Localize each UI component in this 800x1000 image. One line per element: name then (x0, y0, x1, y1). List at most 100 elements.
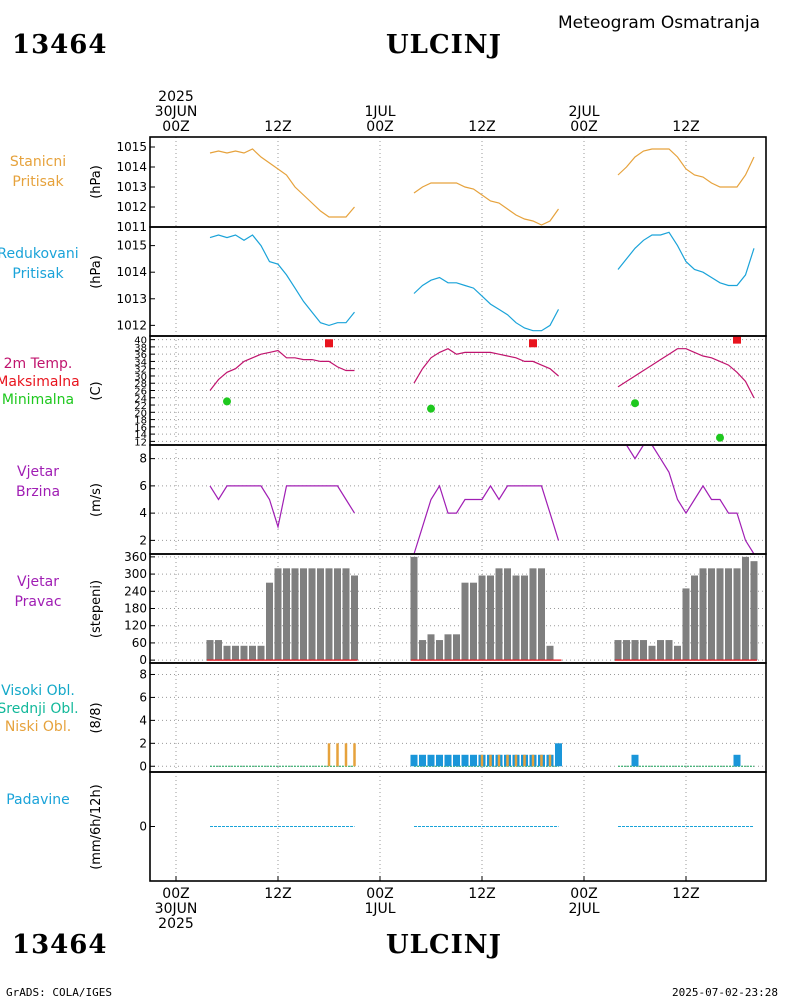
panel-label: Minimalna (2, 392, 74, 408)
wind-direction-bar (750, 561, 758, 661)
high-cloud-bar (555, 743, 562, 767)
y-axis-unit: (mm/6h/12h) (89, 784, 104, 870)
panel-clouds (149, 662, 767, 773)
wind-direction-bar (291, 568, 299, 661)
y-tick-label: 0 (139, 820, 147, 834)
panel-label: Vjetar (17, 574, 59, 590)
low-cloud-bar (514, 754, 518, 767)
wind-direction-bar (478, 575, 486, 661)
y-tick-label: 1014 (116, 265, 147, 279)
series-line-station_pressure (413, 182, 559, 226)
wind-direction-bar (249, 645, 256, 661)
high-cloud-bar (453, 754, 460, 767)
wind-direction-bar (223, 645, 231, 661)
panel-label: Redukovani (0, 246, 79, 262)
wind-direction-bar (215, 640, 222, 661)
panel-temperature (149, 335, 767, 446)
station-name-bottom: ULCINJ (386, 930, 502, 960)
wind-direction-bar (631, 640, 639, 661)
panel-frame (149, 136, 767, 228)
top-time-label: 2JUL (568, 104, 599, 120)
wind-direction-bar (512, 575, 520, 661)
panel-label: Niski Obl. (5, 719, 71, 735)
top-time-label: 1JUL (364, 104, 395, 120)
low-cloud-bar (540, 754, 543, 767)
y-tick-label: 32 (134, 365, 147, 376)
y-axis-unit: (m/s) (89, 483, 104, 517)
high-cloud-bar (631, 754, 639, 767)
y-tick-label: 0 (139, 653, 147, 667)
low-cloud-bar (327, 743, 331, 767)
top-time-label: 00Z (162, 119, 189, 135)
bottom-time-label: 12Z (468, 886, 495, 902)
panel-label: Pravac (14, 594, 61, 610)
wind-direction-bar (317, 568, 324, 661)
panel-label: Maksimalna (0, 374, 80, 390)
station-id-top: 13464 (12, 30, 108, 60)
y-tick-label: 30 (134, 372, 147, 383)
wind-direction-bar (351, 575, 358, 661)
wind-direction-bar (266, 582, 273, 661)
bottom-time-label: 1JUL (364, 901, 395, 917)
panel-label: 2m Temp. (4, 356, 73, 372)
wind-direction-bar (427, 634, 435, 661)
render-timestamp: 2025-07-02-23:28 (672, 986, 778, 999)
high-cloud-bar (427, 754, 435, 767)
y-tick-label: 18 (134, 416, 147, 427)
top-time-label: 12Z (672, 119, 699, 135)
series-line-station_pressure (617, 148, 755, 188)
wind-direction-bar (419, 640, 426, 661)
wind-direction-bar (674, 645, 681, 661)
wind-direction-bar (300, 568, 307, 661)
y-axis-unit: (stepeni) (89, 580, 104, 638)
y-tick-label: 120 (124, 619, 147, 633)
wind-direction-bar (495, 568, 503, 661)
y-axis-unit: (8/8) (89, 702, 104, 733)
low-cloud-bar (497, 754, 501, 767)
y-tick-label: 8 (139, 667, 147, 681)
y-tick-label: 1013 (116, 292, 147, 306)
bottom-time-label: 00Z (162, 886, 189, 902)
y-tick-label: 2 (139, 533, 147, 547)
high-cloud-bar (470, 754, 477, 767)
top-time-label: 30JUN (155, 104, 198, 120)
panel-label: Visoki Obl. (1, 683, 75, 699)
y-tick-label: 1011 (116, 220, 147, 234)
bottom-time-label: 2025 (158, 916, 194, 932)
y-tick-label: 60 (132, 636, 147, 650)
top-time-label: 12Z (264, 119, 291, 135)
y-tick-label: 22 (134, 401, 147, 412)
wind-direction-bar (623, 640, 630, 661)
station-name-top: ULCINJ (386, 30, 502, 60)
y-tick-label: 1013 (116, 180, 147, 194)
wind-direction-bar (453, 634, 460, 661)
panel-label: Brzina (16, 484, 60, 500)
wind-direction-bar (725, 568, 732, 661)
y-tick-label: 6 (139, 690, 147, 704)
panel-label: Vjetar (17, 464, 59, 480)
high-cloud-bar (733, 754, 741, 767)
tmax-marker (529, 339, 537, 348)
panel-frame (149, 444, 767, 555)
tmax-marker (733, 335, 741, 344)
low-cloud-bar (548, 754, 552, 767)
top-time-label: 12Z (468, 119, 495, 135)
wind-direction-bar (742, 556, 749, 661)
high-cloud-bar (444, 754, 452, 767)
bottom-time-label: 2JUL (568, 901, 599, 917)
y-tick-label: 36 (134, 350, 147, 361)
wind-direction-bar (665, 640, 673, 661)
y-tick-label: 26 (134, 387, 147, 398)
panel-frame (149, 226, 767, 337)
low-cloud-bar (353, 743, 356, 767)
wind-direction-bar (257, 645, 265, 661)
y-tick-label: 0 (139, 759, 147, 773)
wind-direction-bar (699, 568, 707, 661)
y-tick-label: 6 (139, 479, 147, 493)
wind-direction-bar (283, 568, 290, 661)
low-cloud-bar (480, 754, 484, 767)
panel-label: Stanicni (10, 154, 66, 170)
y-axis-unit: (C) (89, 381, 104, 400)
bottom-time-label: 12Z (672, 886, 699, 902)
